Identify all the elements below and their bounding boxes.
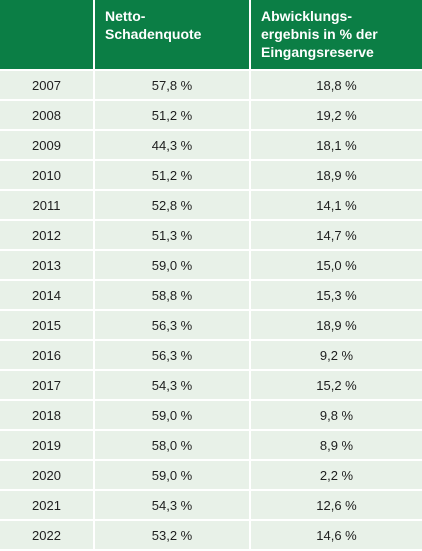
year-cell: 2013 [0, 251, 95, 281]
table-row: 2009 44,3 % 18,1 % [0, 131, 422, 161]
runoff-result-cell: 18,1 % [251, 131, 422, 161]
runoff-result-cell: 12,6 % [251, 491, 422, 521]
header-net-loss-ratio: Netto- Schadenquote [95, 0, 251, 71]
net-loss-ratio-cell: 44,3 % [95, 131, 251, 161]
table-row: 2020 59,0 % 2,2 % [0, 461, 422, 491]
table-row: 2021 54,3 % 12,6 % [0, 491, 422, 521]
table-row: 2012 51,3 % 14,7 % [0, 221, 422, 251]
year-cell: 2008 [0, 101, 95, 131]
year-cell: 2021 [0, 491, 95, 521]
year-cell: 2017 [0, 371, 95, 401]
table-row: 2019 58,0 % 8,9 % [0, 431, 422, 461]
table-header-row: Netto- Schadenquote Abwicklungs- ergebni… [0, 0, 422, 71]
header-runoff-result: Abwicklungs- ergebnis in % der Eingangsr… [251, 0, 422, 71]
net-loss-ratio-cell: 54,3 % [95, 371, 251, 401]
runoff-result-cell: 9,2 % [251, 341, 422, 371]
runoff-result-cell: 15,0 % [251, 251, 422, 281]
year-cell: 2018 [0, 401, 95, 431]
year-cell: 2007 [0, 71, 95, 101]
runoff-result-cell: 15,3 % [251, 281, 422, 311]
table-row: 2010 51,2 % 18,9 % [0, 161, 422, 191]
year-cell: 2015 [0, 311, 95, 341]
net-loss-ratio-cell: 57,8 % [95, 71, 251, 101]
year-cell: 2009 [0, 131, 95, 161]
table-row: 2022 53,2 % 14,6 % [0, 521, 422, 551]
table-row: 2008 51,2 % 19,2 % [0, 101, 422, 131]
table-body: 2007 57,8 % 18,8 % 2008 51,2 % 19,2 % 2009 44,3… [0, 71, 422, 551]
year-cell: 2011 [0, 191, 95, 221]
year-cell: 2019 [0, 431, 95, 461]
net-loss-ratio-cell: 59,0 % [95, 251, 251, 281]
net-loss-ratio-cell: 58,0 % [95, 431, 251, 461]
year-cell: 2020 [0, 461, 95, 491]
net-loss-ratio-cell: 58,8 % [95, 281, 251, 311]
runoff-result-cell: 19,2 % [251, 101, 422, 131]
runoff-result-cell: 15,2 % [251, 371, 422, 401]
year-cell: 2014 [0, 281, 95, 311]
net-loss-ratio-cell: 56,3 % [95, 311, 251, 341]
year-cell: 2022 [0, 521, 95, 551]
net-loss-ratio-cell: 59,0 % [95, 461, 251, 491]
net-loss-ratio-cell: 54,3 % [95, 491, 251, 521]
table-row: 2017 54,3 % 15,2 % [0, 371, 422, 401]
net-loss-ratio-cell: 56,3 % [95, 341, 251, 371]
table-row: 2007 57,8 % 18,8 % [0, 71, 422, 101]
runoff-result-cell: 18,9 % [251, 161, 422, 191]
runoff-result-cell: 14,7 % [251, 221, 422, 251]
year-cell: 2012 [0, 221, 95, 251]
table-row: 2018 59,0 % 9,8 % [0, 401, 422, 431]
header-year [0, 0, 95, 71]
runoff-result-cell: 18,9 % [251, 311, 422, 341]
runoff-result-cell: 18,8 % [251, 71, 422, 101]
table-row: 2014 58,8 % 15,3 % [0, 281, 422, 311]
runoff-result-cell: 14,1 % [251, 191, 422, 221]
table-row: 2016 56,3 % 9,2 % [0, 341, 422, 371]
table-row: 2011 52,8 % 14,1 % [0, 191, 422, 221]
net-loss-ratio-cell: 53,2 % [95, 521, 251, 551]
table-row: 2015 56,3 % 18,9 % [0, 311, 422, 341]
year-cell: 2010 [0, 161, 95, 191]
year-cell: 2016 [0, 341, 95, 371]
net-loss-ratio-cell: 51,2 % [95, 161, 251, 191]
runoff-result-cell: 14,6 % [251, 521, 422, 551]
net-loss-ratio-cell: 52,8 % [95, 191, 251, 221]
runoff-result-cell: 8,9 % [251, 431, 422, 461]
runoff-result-cell: 2,2 % [251, 461, 422, 491]
net-loss-ratio-cell: 51,3 % [95, 221, 251, 251]
runoff-result-cell: 9,8 % [251, 401, 422, 431]
table-row: 2013 59,0 % 15,0 % [0, 251, 422, 281]
net-loss-ratio-cell: 51,2 % [95, 101, 251, 131]
net-loss-ratio-cell: 59,0 % [95, 401, 251, 431]
